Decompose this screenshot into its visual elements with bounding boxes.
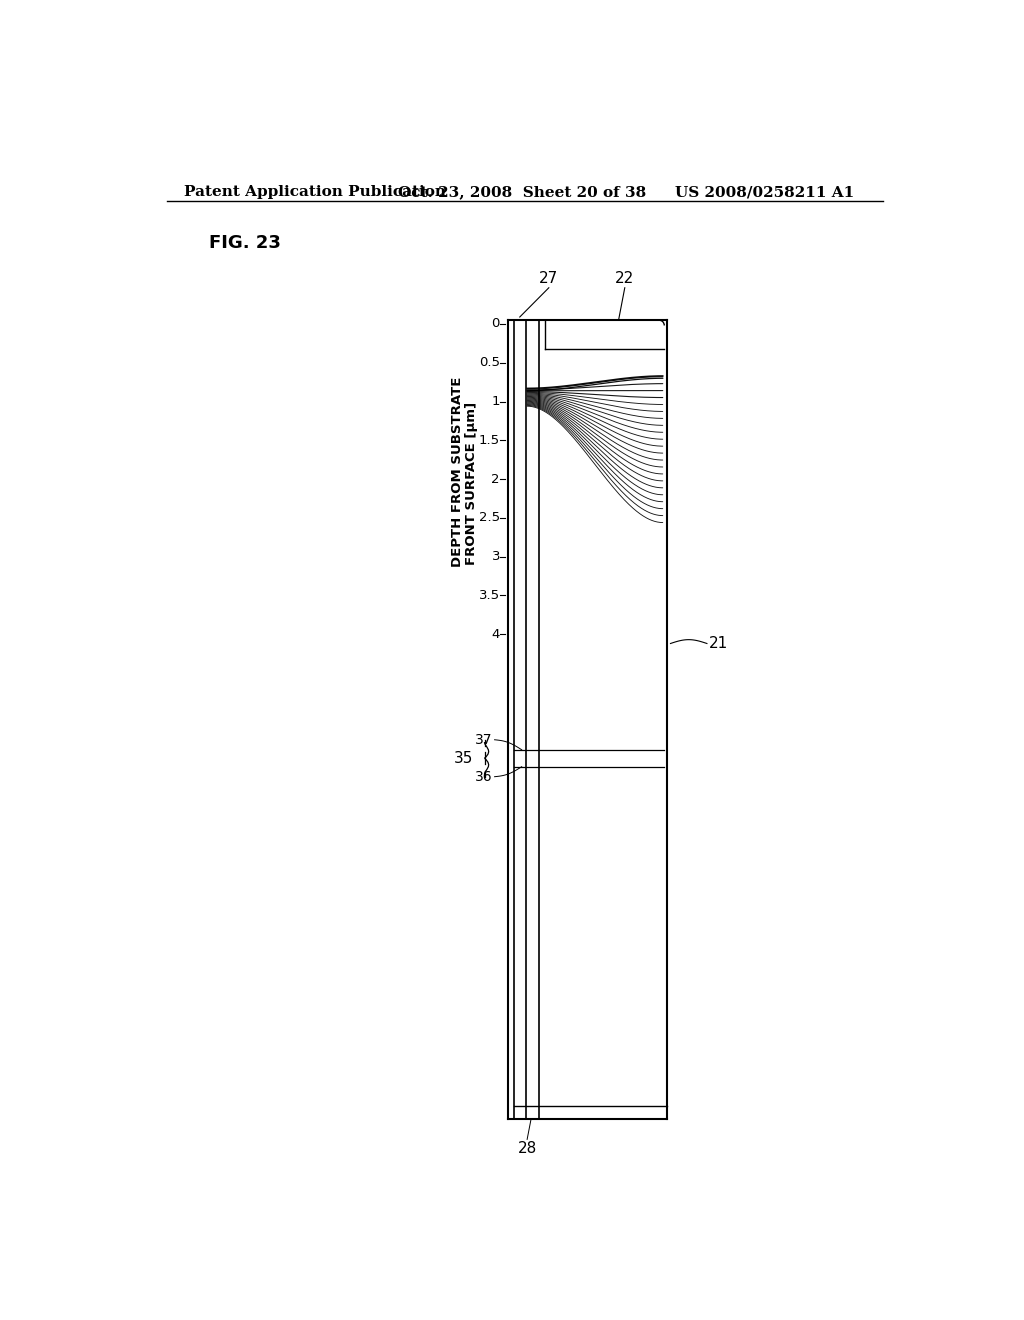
Text: 35: 35 bbox=[454, 751, 473, 766]
Text: 2: 2 bbox=[492, 473, 500, 486]
Text: 1: 1 bbox=[492, 395, 500, 408]
Text: 37: 37 bbox=[475, 733, 493, 747]
Text: FRONT SURFACE [μm]: FRONT SURFACE [μm] bbox=[465, 401, 478, 565]
Text: Patent Application Publication: Patent Application Publication bbox=[183, 185, 445, 199]
Text: 21: 21 bbox=[710, 636, 728, 651]
Text: 3: 3 bbox=[492, 550, 500, 564]
Text: 1.5: 1.5 bbox=[479, 434, 500, 446]
Text: 22: 22 bbox=[615, 271, 635, 286]
Text: 0.5: 0.5 bbox=[479, 356, 500, 370]
Text: 28: 28 bbox=[517, 1140, 537, 1156]
Text: 3.5: 3.5 bbox=[479, 589, 500, 602]
Text: DEPTH FROM SUBSTRATE: DEPTH FROM SUBSTRATE bbox=[451, 376, 464, 566]
Text: 36: 36 bbox=[475, 770, 493, 784]
Text: Oct. 23, 2008  Sheet 20 of 38: Oct. 23, 2008 Sheet 20 of 38 bbox=[397, 185, 646, 199]
Text: 2.5: 2.5 bbox=[479, 511, 500, 524]
Text: US 2008/0258211 A1: US 2008/0258211 A1 bbox=[675, 185, 854, 199]
Text: FIG. 23: FIG. 23 bbox=[209, 234, 282, 252]
Text: 0: 0 bbox=[492, 317, 500, 330]
Text: 4: 4 bbox=[492, 628, 500, 640]
Text: 27: 27 bbox=[540, 271, 558, 286]
